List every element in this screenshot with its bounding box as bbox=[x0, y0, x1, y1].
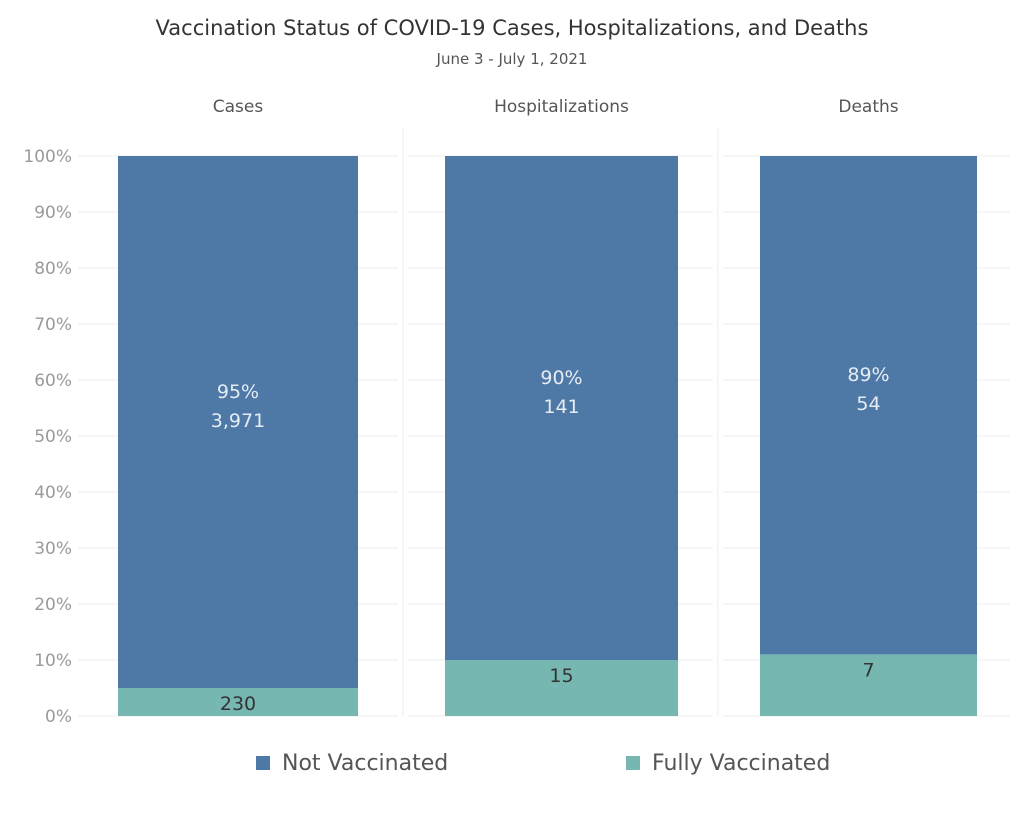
bar-not-vaccinated-hospitalizations bbox=[445, 156, 678, 660]
y-tick-label: 40% bbox=[34, 483, 72, 503]
data-label-count: 230 bbox=[220, 693, 256, 715]
y-tick-label: 0% bbox=[45, 707, 72, 727]
panel-title-hospitalizations: Hospitalizations bbox=[494, 97, 629, 117]
y-tick-label: 80% bbox=[34, 259, 72, 279]
legend-label-not-vaccinated: Not Vaccinated bbox=[282, 750, 449, 776]
bar-not-vaccinated-deaths bbox=[760, 156, 977, 655]
data-label-count: 7 bbox=[862, 659, 874, 681]
bar-not-vaccinated-cases bbox=[118, 156, 358, 688]
bar-fully-vaccinated-hospitalizations bbox=[445, 660, 678, 716]
data-label-count: 15 bbox=[549, 665, 573, 687]
chart-plot: 0%10%20%30%40%50%60%70%80%90%100%Cases5%… bbox=[23, 97, 1010, 727]
y-tick-label: 30% bbox=[34, 539, 72, 559]
legend: Not Vaccinated Fully Vaccinated bbox=[0, 745, 1024, 781]
data-label-percent: 95% bbox=[217, 381, 259, 403]
data-label-count: 54 bbox=[856, 393, 880, 415]
panel-title-deaths: Deaths bbox=[838, 97, 898, 117]
data-label-count: 141 bbox=[543, 396, 579, 418]
y-tick-label: 10% bbox=[34, 651, 72, 671]
bar-fully-vaccinated-deaths bbox=[760, 654, 977, 716]
chart-title: Vaccination Status of COVID-19 Cases, Ho… bbox=[155, 16, 869, 40]
y-tick-label: 100% bbox=[23, 147, 72, 167]
bar-fully-vaccinated-cases bbox=[118, 688, 358, 716]
legend-item-fully-vaccinated[interactable]: Fully Vaccinated bbox=[626, 745, 830, 781]
legend-label-fully-vaccinated: Fully Vaccinated bbox=[652, 750, 831, 776]
data-label-count: 3,971 bbox=[211, 410, 265, 432]
y-tick-label: 50% bbox=[34, 427, 72, 447]
data-label-percent: 89% bbox=[847, 364, 889, 386]
legend-swatch-not-vaccinated bbox=[256, 756, 270, 770]
legend-swatch-fully-vaccinated bbox=[626, 756, 640, 770]
y-tick-label: 20% bbox=[34, 595, 72, 615]
y-tick-label: 90% bbox=[34, 203, 72, 223]
data-label-percent: 90% bbox=[540, 367, 582, 389]
legend-item-not-vaccinated[interactable]: Not Vaccinated bbox=[256, 745, 448, 781]
y-tick-label: 60% bbox=[34, 371, 72, 391]
y-tick-label: 70% bbox=[34, 315, 72, 335]
panel-title-cases: Cases bbox=[213, 97, 264, 117]
chart-subtitle: June 3 - July 1, 2021 bbox=[436, 50, 588, 68]
